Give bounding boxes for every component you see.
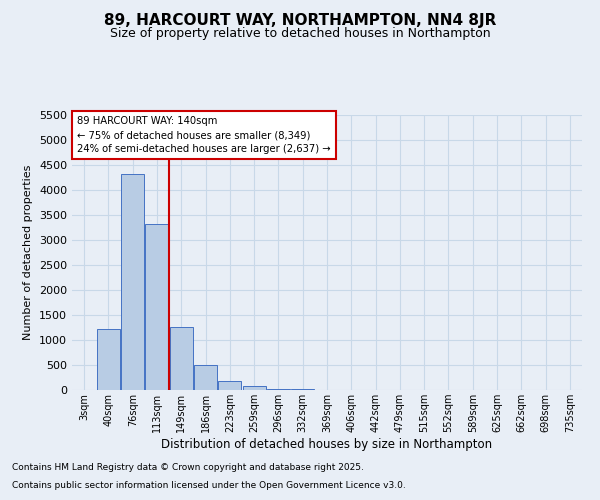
Bar: [291, 389, 314, 390]
Text: 89 HARCOURT WAY: 140sqm
← 75% of detached houses are smaller (8,349)
24% of semi: 89 HARCOURT WAY: 140sqm ← 75% of detache…: [77, 116, 331, 154]
Bar: [97, 328, 120, 390]
Bar: [242, 386, 266, 390]
Bar: [267, 388, 290, 390]
Text: 89, HARCOURT WAY, NORTHAMPTON, NN4 8JR: 89, HARCOURT WAY, NORTHAMPTON, NN4 8JR: [104, 12, 496, 28]
Bar: [218, 380, 241, 390]
Text: Contains HM Land Registry data © Crown copyright and database right 2025.: Contains HM Land Registry data © Crown c…: [12, 464, 364, 472]
X-axis label: Distribution of detached houses by size in Northampton: Distribution of detached houses by size …: [161, 438, 493, 451]
Bar: [170, 327, 193, 390]
Text: Contains public sector information licensed under the Open Government Licence v3: Contains public sector information licen…: [12, 481, 406, 490]
Text: Size of property relative to detached houses in Northampton: Size of property relative to detached ho…: [110, 28, 490, 40]
Bar: [194, 365, 217, 390]
Y-axis label: Number of detached properties: Number of detached properties: [23, 165, 34, 340]
Bar: [145, 224, 169, 390]
Bar: [121, 174, 144, 390]
